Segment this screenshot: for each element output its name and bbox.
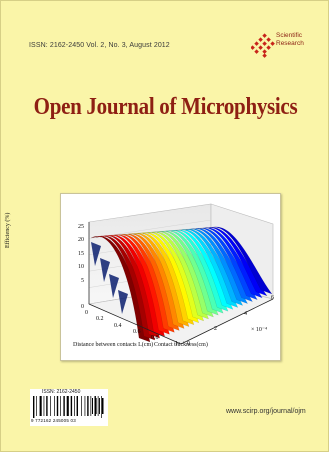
barcode-bar xyxy=(97,396,99,416)
publisher-line2: Research xyxy=(276,40,304,47)
logo-dot xyxy=(266,45,271,50)
logo-dot xyxy=(262,49,267,54)
barcode-bar xyxy=(50,396,51,416)
logo-dot xyxy=(251,45,255,50)
issn-volume-line: ISSN: 2162-2450 Vol. 2, No. 3, August 20… xyxy=(29,42,170,49)
y-tick-0: 0 xyxy=(81,304,84,310)
barcode-bar xyxy=(70,396,73,416)
x-axis-line xyxy=(88,303,182,345)
z-axis-line xyxy=(180,298,274,345)
logo-dot xyxy=(254,49,259,54)
y-tick-20: 20 xyxy=(78,237,84,243)
barcode-bar xyxy=(36,396,37,416)
barcode-bar xyxy=(66,396,69,416)
z-tick-4: 4 xyxy=(244,311,247,317)
surface-strip xyxy=(119,233,180,331)
surface-strip xyxy=(185,228,248,304)
surface-strip xyxy=(199,227,263,299)
publisher-line1: Scientific xyxy=(276,32,303,39)
journal-title: Open Journal of Microphysics xyxy=(33,91,298,121)
barcode-bar xyxy=(76,396,78,416)
barcode-bar xyxy=(102,398,104,414)
cover-figure xyxy=(60,193,281,361)
sawtooth-wedge xyxy=(118,290,128,314)
surface-strip xyxy=(133,232,195,325)
y-tick-15: 15 xyxy=(78,251,84,257)
surface-strip xyxy=(142,232,204,322)
publisher-name: Scientific Research xyxy=(276,32,304,48)
logo-dot xyxy=(254,41,259,46)
journal-url: www.scirp.org/journal/ojm xyxy=(226,408,306,415)
x-tick-0-6: 0.6 xyxy=(133,329,141,335)
surface-strip xyxy=(194,228,258,301)
surface-strip xyxy=(171,229,234,310)
surface-strip xyxy=(204,227,268,297)
barcode-bar xyxy=(43,396,45,416)
barcode-bar xyxy=(84,396,86,416)
efficiency-surface-plot xyxy=(87,203,274,345)
x-tick-0-4: 0.4 xyxy=(114,323,122,329)
grid-line xyxy=(88,219,212,239)
surface-strip xyxy=(175,229,239,308)
barcode-bar xyxy=(63,396,65,416)
barcode-bar xyxy=(101,396,102,418)
barcode-block: ISSN: 2162-2450 9 772162 245005 03 xyxy=(30,389,108,426)
y-tick-5: 5 xyxy=(81,278,84,284)
barcode-bar xyxy=(46,396,48,416)
x-tick-0: 0 xyxy=(85,310,88,316)
barcode-icon xyxy=(33,396,104,418)
logo-dot xyxy=(258,37,263,42)
z-tick-2: 2 xyxy=(214,326,217,332)
logo-dot xyxy=(270,41,275,46)
z-tick-0: 0 xyxy=(187,341,190,347)
logo-dot xyxy=(262,33,267,38)
sawtooth-wedge xyxy=(109,274,119,298)
barcode-issn: ISSN: 2162-2450 xyxy=(42,389,81,395)
x-tick-0-2: 0.2 xyxy=(96,316,104,322)
sawtooth-wedge xyxy=(100,258,110,282)
barcode-bar xyxy=(60,396,61,416)
barcode-bar xyxy=(56,396,59,416)
z-multiplier: × 10⁻⁴ xyxy=(251,327,268,333)
barcode-bar xyxy=(99,398,100,414)
surface-strip xyxy=(123,233,185,329)
z-tick-6: 6 xyxy=(271,295,274,301)
surface-strip xyxy=(128,233,190,327)
sawtooth-wedge xyxy=(91,242,101,266)
scientific-research-logo-icon xyxy=(251,33,275,58)
barcode-bar xyxy=(92,398,93,414)
barcode-bar xyxy=(39,396,42,416)
logo-dot xyxy=(258,45,263,50)
barcode-bar xyxy=(54,396,55,416)
surface-strip xyxy=(190,228,253,302)
logo-dot xyxy=(262,53,267,58)
x-tick-0-8: 0.8 xyxy=(151,335,159,341)
barcode-bar xyxy=(81,396,82,416)
y-tick-25: 25 xyxy=(78,224,84,230)
barcode-bar xyxy=(33,396,35,418)
x-axis-label: Distance between contacts L(cm) xyxy=(73,342,154,348)
barcode-number: 9 772162 245005 03 xyxy=(31,418,76,423)
barcode-bar xyxy=(95,398,97,414)
y-axis-label: Efficiency (%) xyxy=(5,212,11,248)
logo-dot xyxy=(266,37,271,42)
barcode-bar xyxy=(90,396,92,416)
barcode-bar xyxy=(74,396,75,416)
surface-strip xyxy=(180,229,244,306)
barcode-bar xyxy=(87,396,89,416)
surface-strip xyxy=(138,232,200,324)
logo-dot xyxy=(262,41,267,46)
y-tick-10: 10 xyxy=(78,264,84,270)
z-axis-label: Contact thickness(cm) xyxy=(154,342,208,348)
surface-strip xyxy=(147,231,209,320)
x-tick-1: 1 xyxy=(175,341,178,347)
